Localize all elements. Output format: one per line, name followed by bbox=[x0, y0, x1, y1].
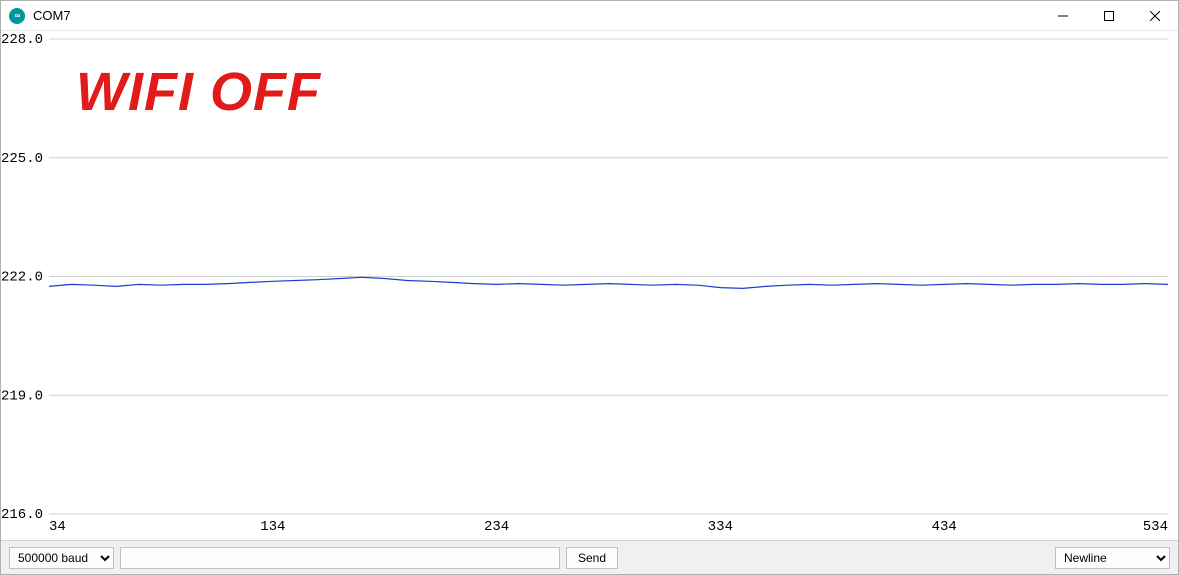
svg-text:434: 434 bbox=[932, 519, 957, 535]
close-button[interactable] bbox=[1132, 1, 1178, 31]
line-ending-select[interactable]: Newline bbox=[1055, 547, 1170, 569]
svg-text:234: 234 bbox=[484, 519, 509, 535]
svg-text:216.0: 216.0 bbox=[1, 507, 43, 523]
window-controls bbox=[1040, 1, 1178, 31]
serial-plotter-window: ∞ COM7 216.0 219.0 222.0 225.0 228.0 34 134 234… bbox=[0, 0, 1179, 575]
minimize-button[interactable] bbox=[1040, 1, 1086, 31]
svg-text:219.0: 219.0 bbox=[1, 388, 43, 404]
arduino-icon: ∞ bbox=[9, 8, 25, 24]
svg-text:534: 534 bbox=[1143, 519, 1168, 535]
plot-area: 216.0 219.0 222.0 225.0 228.0 34 134 234 334 434 5… bbox=[1, 31, 1178, 540]
serial-input[interactable] bbox=[120, 547, 560, 569]
footer-bar: 500000 baud Send Newline bbox=[1, 540, 1178, 574]
titlebar: ∞ COM7 bbox=[1, 1, 1178, 31]
send-button[interactable]: Send bbox=[566, 547, 618, 569]
svg-text:334: 334 bbox=[708, 519, 733, 535]
svg-text:134: 134 bbox=[260, 519, 285, 535]
overlay-annotation: WIFI OFF bbox=[76, 61, 321, 123]
maximize-button[interactable] bbox=[1086, 1, 1132, 31]
svg-text:222.0: 222.0 bbox=[1, 270, 43, 286]
baud-select[interactable]: 500000 baud bbox=[9, 547, 114, 569]
svg-text:34: 34 bbox=[49, 519, 66, 535]
svg-text:225.0: 225.0 bbox=[1, 151, 43, 167]
window-title: COM7 bbox=[33, 8, 71, 23]
svg-text:228.0: 228.0 bbox=[1, 32, 43, 48]
